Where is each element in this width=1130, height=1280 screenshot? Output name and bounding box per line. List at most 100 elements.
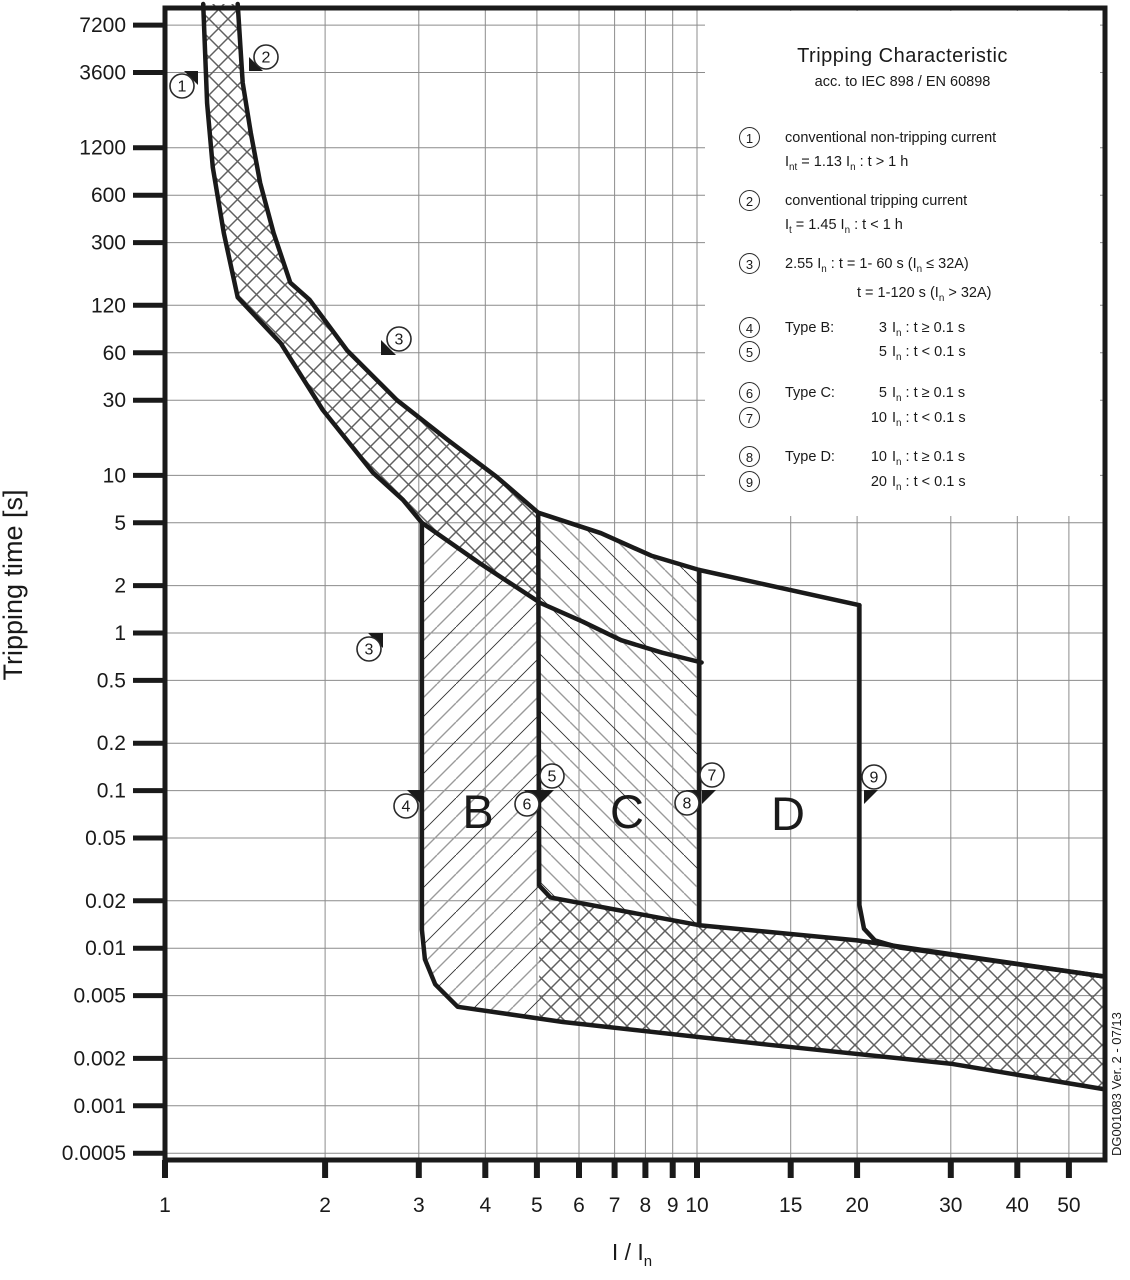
x-tick-label: 15: [779, 1194, 802, 1217]
curve2-conventional-tripping-1.45In: [235, 1, 862, 608]
legend-line: conventional non-tripping current: [785, 130, 997, 146]
legend-number-8: 8: [739, 446, 760, 467]
legend-entry-text: conventional tripping current It = 1.45 I…: [785, 191, 1098, 241]
legend-number-3: 3: [739, 253, 760, 274]
marker-5: [540, 790, 554, 804]
y-tick-label: 10: [103, 464, 126, 487]
annotation-circle-8: 8: [674, 790, 700, 816]
legend-line: conventional tripping current: [785, 193, 968, 209]
type-c-region: [538, 512, 700, 926]
legend-type-label: Type B:: [785, 320, 835, 336]
y-tick-label: 0.05: [85, 827, 126, 850]
legend-multiplier: 10: [870, 449, 887, 465]
legend-multiplier: 5: [878, 385, 887, 401]
type-d-boundary-20In: [857, 602, 1108, 979]
y-tick-label: 0.002: [73, 1047, 126, 1070]
legend-condition: In : t ≥ 0.1 s: [892, 449, 966, 468]
legend-entry-text: 5 In : t < 0.1 s: [785, 342, 1098, 368]
x-tick-label: 40: [1006, 1194, 1029, 1217]
y-tick-label: 120: [91, 294, 126, 317]
marker-7: [702, 790, 716, 804]
x-tick-label: 2: [319, 1194, 331, 1217]
y-tick-label: 3600: [79, 62, 126, 85]
y-tick-label: 1200: [79, 137, 126, 160]
svg-text:3: 3: [365, 642, 374, 659]
svg-text:5: 5: [548, 769, 557, 786]
svg-text:9: 9: [870, 770, 879, 787]
legend-number-4: 4: [739, 317, 760, 338]
y-tick-label: 0.02: [85, 890, 126, 913]
y-tick-label: 0.01: [85, 937, 126, 960]
y-tick-label: 600: [91, 184, 126, 207]
svg-text:1: 1: [178, 79, 187, 96]
region-letter-B: B: [462, 785, 493, 838]
legend-entry-text: conventional non-tripping current Int = 1…: [785, 128, 1098, 178]
y-tick-label: 0.001: [73, 1095, 126, 1118]
y-tick-label: 60: [103, 342, 126, 365]
type-b-region: [421, 522, 541, 1019]
conventional-band: [203, 4, 541, 603]
legend-entry-text: 20 In : t < 0.1 s: [785, 472, 1098, 498]
legend-line: Int = 1.13 In : t > 1 h: [785, 154, 909, 173]
y-tick-label: 2: [114, 575, 126, 598]
legend-condition: In : t < 0.1 s: [892, 410, 966, 429]
legend-number-7: 7: [739, 407, 760, 428]
instantaneous-band: [539, 885, 1106, 1090]
x-tick-label: 20: [845, 1194, 868, 1217]
y-tick-label: 300: [91, 232, 126, 255]
legend-entry-text: Type B: 3 In : t ≥ 0.1 s: [785, 318, 1098, 344]
region-letter-C: C: [610, 785, 644, 838]
x-tick-label: 5: [531, 1194, 543, 1217]
x-tick-label: 4: [479, 1194, 491, 1217]
marker-9: [864, 790, 878, 804]
legend-multiplier: 5: [878, 344, 887, 360]
x-tick-label: 6: [573, 1194, 585, 1217]
x-axis-title: I / In: [612, 1239, 652, 1270]
legend-condition: In : t ≥ 0.1 s: [892, 320, 966, 339]
y-tick-label: 1: [114, 622, 126, 645]
legend-number-5: 5: [739, 341, 760, 362]
svg-text:2: 2: [262, 50, 271, 67]
x-tick-label: 10: [685, 1194, 708, 1217]
x-tick-label: 30: [939, 1194, 962, 1217]
svg-text:3: 3: [395, 332, 404, 349]
legend-number-1: 1: [739, 127, 760, 148]
y-tick-label: 7200: [79, 14, 126, 37]
y-tick-label: 0.2: [97, 732, 126, 755]
svg-text:8: 8: [683, 796, 692, 813]
y-ticks: [133, 22, 165, 1156]
legend-line: 2.55 In : t = 1- 60 s (In ≤ 32A): [785, 256, 969, 275]
legend-number-2: 2: [739, 190, 760, 211]
legend-type-label: Type C:: [785, 385, 835, 401]
legend-box: Tripping Characteristic acc. to IEC 898 …: [705, 11, 1100, 516]
y-tick-label: 5: [114, 512, 126, 535]
region-letters: B C D: [462, 785, 805, 840]
y-tick-label: 30: [103, 389, 126, 412]
legend-line: It = 1.45 In : t < 1 h: [785, 217, 903, 236]
svg-text:6: 6: [523, 797, 532, 814]
document-number: DG001083 Ver. 2 - 07/13: [1109, 1012, 1124, 1156]
x-tick-label: 9: [667, 1194, 679, 1217]
legend-multiplier: 3: [878, 320, 887, 336]
x-tick-label: 7: [609, 1194, 621, 1217]
annotation-circle-7: 7: [699, 762, 725, 788]
legend-condition: In : t < 0.1 s: [892, 344, 966, 363]
legend-condition: In : t ≥ 0.1 s: [892, 385, 966, 404]
legend-entry-text: 2.55 In : t = 1- 60 s (In ≤ 32A) t = 1-12…: [785, 254, 1098, 309]
x-ticks: [162, 1160, 1072, 1178]
legend-entry-text: Type C: 5 In : t ≥ 0.1 s: [785, 383, 1098, 409]
y-tick-label: 0.1: [97, 780, 126, 803]
y-tick-labels: 7200 3600 1200 600 300 120 60 30 10 5 2 1 0.5 0.2 0.1 0…: [62, 14, 126, 1165]
marker-3: [381, 340, 396, 355]
region-letter-D: D: [771, 787, 805, 840]
regions: [203, 4, 1106, 1090]
legend-type-label: Type D:: [785, 449, 835, 465]
svg-text:4: 4: [402, 799, 411, 816]
legend-subtitle: acc. to IEC 898 / EN 60898: [814, 74, 991, 90]
curve1-conventional-non-tripping-1.13In: [200, 1, 704, 665]
annotation-circle-5: 5: [539, 763, 565, 789]
legend-line: t = 1-120 s (In > 32A): [857, 284, 992, 304]
legend-entry-text: 10 In : t < 0.1 s: [785, 408, 1098, 434]
